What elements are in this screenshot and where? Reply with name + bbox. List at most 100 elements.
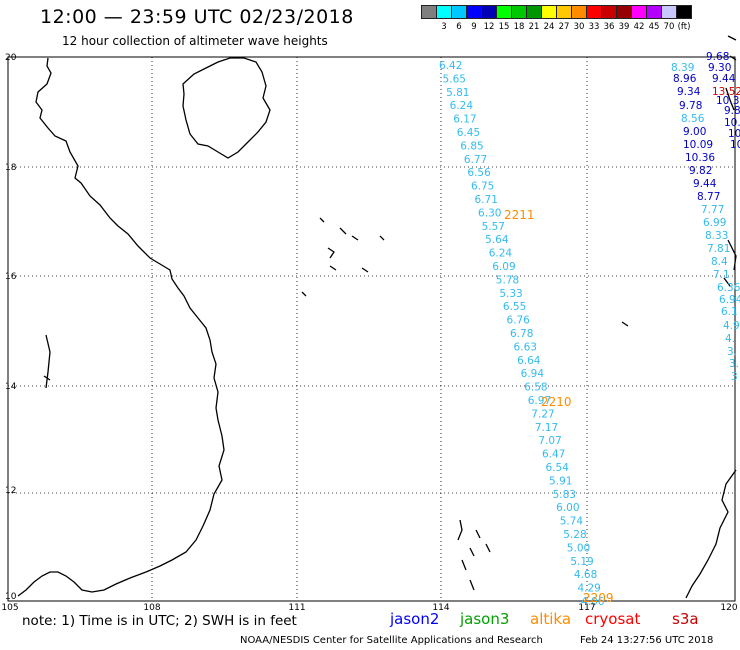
- swh-value: 6.64: [517, 355, 541, 367]
- lon-label: 111: [288, 603, 306, 613]
- color-scale-label: 15: [498, 22, 510, 32]
- swh-value: 5.91: [549, 475, 572, 487]
- swh-value: 5.81: [446, 87, 469, 99]
- swh-value: 6.94: [521, 368, 545, 380]
- swh-value: 6.45: [457, 127, 480, 139]
- swh-value: 6.55: [503, 301, 526, 313]
- track-time-label: 2210: [541, 395, 572, 409]
- swh-value: 6.24: [450, 100, 474, 112]
- swh-value: 5.57: [482, 221, 505, 233]
- swh-value: 10.36: [685, 152, 715, 164]
- swh-value: 9.44: [693, 178, 717, 190]
- lat-label: 14: [5, 382, 17, 392]
- lon-label: 105: [1, 603, 19, 613]
- swh-value: 5.19: [570, 556, 593, 568]
- lat-label: 16: [5, 272, 17, 282]
- swh-value: 6.42: [439, 60, 462, 72]
- swh-value: 6.63: [514, 341, 537, 353]
- swh-value: 5.33: [499, 288, 522, 300]
- swh-value: 5.64: [485, 234, 509, 246]
- color-scale-label: 33: [588, 22, 600, 32]
- swh-value: 3.: [727, 346, 737, 358]
- lat-label: 18: [5, 163, 17, 173]
- swh-value: 4.9: [723, 320, 740, 332]
- swh-value: 8.4: [711, 256, 728, 268]
- swh-value: 6.1: [721, 306, 738, 318]
- swh-value: 6.75: [471, 181, 494, 193]
- swh-value: 9.78: [679, 100, 702, 112]
- swh-value: 6.97: [528, 395, 551, 407]
- swh-value: 7.27: [531, 408, 554, 420]
- vietnam-coastline: [17, 57, 225, 597]
- coastline: [17, 35, 737, 599]
- color-scale-label: 12: [483, 22, 495, 32]
- map-title: 12:00 — 23:59 UTC 02/23/2018: [40, 6, 354, 28]
- credit-line: NOAA/NESDIS Center for Satellite Applica…: [240, 635, 543, 646]
- track-time-labels: 2211 2210 2209: [504, 208, 614, 605]
- swh-value: 4.06: [581, 596, 605, 608]
- swh-value: 10: [728, 128, 740, 140]
- legend-note: note: 1) Time is in UTC; 2) SWH is in fe…: [22, 613, 297, 629]
- color-scale-label: 18: [513, 22, 525, 32]
- legend: note: 1) Time is in UTC; 2) SWH is in fe…: [22, 610, 699, 629]
- swh-value: 6.36: [717, 282, 740, 294]
- track-time-label: 2209: [583, 591, 614, 605]
- legend-altika: altika: [530, 610, 572, 628]
- color-swatch: [676, 5, 692, 19]
- swh-value: 7.1: [713, 269, 730, 281]
- swh-value: 6.17: [453, 114, 476, 126]
- lat-lon-grid: [7, 56, 736, 602]
- swh-value: 6.58: [524, 382, 547, 394]
- color-scale-label: 36: [603, 22, 615, 32]
- swh-value: 7.17: [535, 422, 558, 434]
- map-frame: [7, 56, 736, 602]
- swh-value: 8.96: [673, 73, 697, 85]
- philippines-coastline: [685, 35, 737, 599]
- swh-value: 3: [731, 371, 738, 383]
- swh-value: 6.56: [467, 167, 491, 179]
- lon-label: 108: [143, 603, 161, 613]
- swh-value: 8.39: [671, 62, 694, 74]
- color-scale-label: 24: [543, 22, 555, 32]
- swh-value: 9.30: [708, 62, 731, 74]
- swh-value: 6.76: [506, 315, 530, 327]
- swh-value: 5.65: [443, 73, 466, 85]
- swh-value: 6.99: [703, 217, 726, 229]
- swh-value: 9.68: [706, 51, 729, 63]
- swh-value: 10.3: [716, 95, 739, 107]
- swh-value: 6.00: [556, 502, 579, 514]
- swh-value: 6.77: [464, 154, 487, 166]
- small-island: [621, 321, 629, 327]
- color-scale-label: 30: [573, 22, 585, 32]
- swh-value: 9.82: [689, 165, 712, 177]
- color-scale-label: 9: [471, 22, 477, 32]
- swh-value: 7.81: [707, 243, 730, 255]
- swh-value: 5.28: [563, 529, 586, 541]
- spratly-reefs: [457, 519, 491, 591]
- lon-label: 117: [578, 603, 596, 613]
- swh-value: 4.29: [577, 583, 600, 595]
- legend-cryosat: cryosat: [585, 610, 641, 628]
- swh-value: 5.83: [553, 489, 576, 501]
- color-scale: 3 6 9 12 15 18 21 24 27 30 33 36 39 42 45 70 (ft): [421, 5, 740, 34]
- color-scale-label: 70: [663, 22, 675, 32]
- generation-timestamp: Feb 24 13:27:56 UTC 2018: [580, 635, 714, 646]
- swh-value: 9.8: [724, 105, 740, 117]
- altimeter-track-main: 6.425.655.816.246.176.456.856.776.566.75…: [439, 60, 605, 608]
- color-scale-label: 42: [633, 22, 645, 32]
- swh-value: 9.44: [712, 73, 736, 85]
- color-scale-label: 27: [558, 22, 570, 32]
- lat-label: 10: [5, 592, 17, 602]
- paracel-islands: [301, 217, 385, 297]
- swh-value: 10.09: [683, 139, 713, 151]
- lat-label: 20: [5, 53, 17, 63]
- swh-value: 9.00: [683, 126, 706, 138]
- swh-value: 6.85: [460, 140, 483, 152]
- swh-value: 13.52: [712, 86, 740, 98]
- swh-value: 6.24: [489, 248, 513, 260]
- swh-value: 5.78: [496, 274, 519, 286]
- swh-value: 6.47: [542, 449, 565, 461]
- swh-value: 8.56: [681, 113, 705, 125]
- color-scale-labels: 3 6 9 12 15 18 21 24 27 30 33 36 39 42 45 70 (ft): [421, 22, 740, 34]
